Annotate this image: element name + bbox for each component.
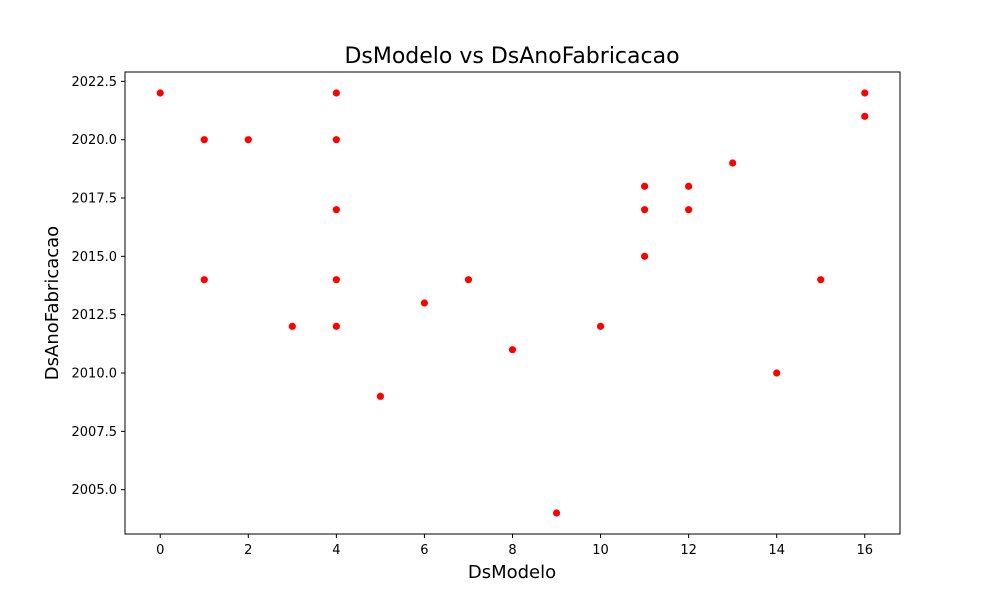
data-point <box>420 299 429 307</box>
data-point <box>729 159 737 167</box>
data-point <box>288 322 296 330</box>
y-tick-label: 2005.0 <box>72 483 118 498</box>
data-point <box>641 206 649 214</box>
data-point <box>332 276 340 284</box>
data-points <box>156 89 869 517</box>
data-point <box>200 276 208 284</box>
data-point <box>244 136 252 144</box>
y-tick-label: 2020.0 <box>72 133 118 148</box>
x-tick-label: 10 <box>592 543 609 558</box>
data-point <box>641 252 649 260</box>
data-point <box>508 346 517 354</box>
x-tick-label: 12 <box>680 543 697 558</box>
data-point <box>552 509 561 517</box>
plot-frame <box>124 71 901 535</box>
y-tick-label: 2007.5 <box>72 425 118 440</box>
data-point <box>596 322 605 330</box>
x-tick-label: 0 <box>156 543 164 558</box>
y-tick-label: 2022.5 <box>72 75 118 90</box>
x-tick-label: 16 <box>856 543 873 558</box>
data-point <box>685 182 693 190</box>
data-point <box>773 369 781 377</box>
data-point <box>641 182 649 190</box>
y-axis: 2005.0 2007.5 2010.0 2012.5 2015.0 2017.5 2020… <box>72 75 125 498</box>
x-axis: 0 2 4 6 8 10 12 14 16 <box>156 534 873 558</box>
data-point <box>332 89 340 97</box>
y-axis-label: DsAnoFabricacao <box>42 226 63 380</box>
x-tick-label: 4 <box>332 543 340 558</box>
data-point <box>376 392 384 400</box>
y-tick-label: 2012.5 <box>72 308 118 323</box>
data-point <box>685 206 693 214</box>
data-point <box>861 89 869 97</box>
x-tick-label: 8 <box>508 543 516 558</box>
chart-title: DsModelo vs DsAnoFabricacao <box>344 44 679 69</box>
data-point <box>332 206 340 214</box>
data-point <box>817 276 825 284</box>
data-point <box>464 276 473 284</box>
data-point <box>200 136 208 144</box>
x-tick-label: 6 <box>420 543 428 558</box>
data-point <box>861 112 869 120</box>
x-axis-label: DsModelo <box>468 562 556 583</box>
x-tick-label: 2 <box>244 543 252 558</box>
data-point <box>156 89 164 97</box>
y-tick-label: 2010.0 <box>72 367 118 382</box>
x-tick-label: 14 <box>768 543 785 558</box>
data-point <box>332 136 340 144</box>
data-point <box>332 322 340 330</box>
y-tick-label: 2017.5 <box>72 192 118 207</box>
y-tick-label: 2015.0 <box>72 250 118 265</box>
